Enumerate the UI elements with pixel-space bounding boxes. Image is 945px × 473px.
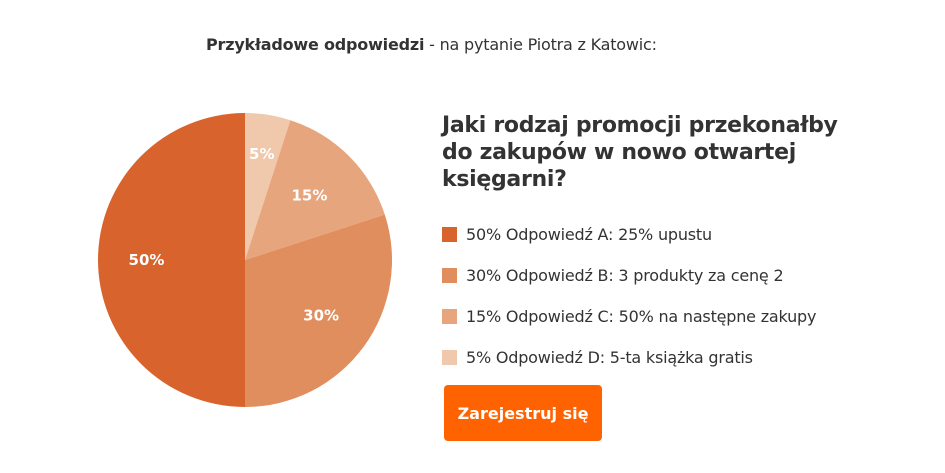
legend-label-a: 50% Odpowiedź A: 25% upustu [466, 225, 712, 244]
pie-slice-b [245, 214, 392, 407]
pie-slice-d [245, 113, 291, 260]
legend-swatch-a [442, 227, 457, 242]
pie-label-c: 15% [291, 187, 327, 205]
legend-item-c: 15% Odpowiedź C: 50% na następne zakupy [442, 296, 816, 337]
legend-label-d: 5% Odpowiedź D: 5-ta książka gratis [466, 348, 753, 367]
legend-swatch-d [442, 350, 457, 365]
pie-slice-a [98, 113, 245, 407]
legend-item-a: 50% Odpowiedź A: 25% upustu [442, 214, 816, 255]
legend-item-b: 30% Odpowiedź B: 3 produkty za cenę 2 [442, 255, 816, 296]
intro-strong: Przykładowe odpowiedzi [206, 35, 425, 54]
legend-swatch-b [442, 268, 457, 283]
pie-chart: 5% 15% 30% 50% [98, 113, 392, 407]
intro-text: Przykładowe odpowiedzi - na pytanie Piot… [206, 35, 657, 54]
question-title: Jaki rodzaj promocji przekonałby do zaku… [442, 113, 838, 192]
intro-rest: - na pytanie Piotra z Katowic: [424, 35, 657, 54]
register-button[interactable]: Zarejestruj się [444, 385, 602, 441]
pie-label-a: 50% [129, 251, 165, 269]
pie-slice-c [245, 120, 385, 260]
legend-swatch-c [442, 309, 457, 324]
pie-label-d: 5% [249, 145, 274, 163]
legend-label-c: 15% Odpowiedź C: 50% na następne zakupy [466, 307, 817, 326]
legend-item-d: 5% Odpowiedź D: 5-ta książka gratis [442, 337, 816, 378]
legend-label-b: 30% Odpowiedź B: 3 produkty za cenę 2 [466, 266, 784, 285]
pie-label-b: 30% [303, 306, 339, 324]
chart-legend: 50% Odpowiedź A: 25% upustu 30% Odpowied… [442, 214, 816, 378]
